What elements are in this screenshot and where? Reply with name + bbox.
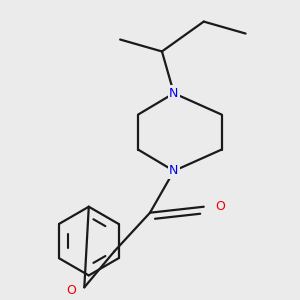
- Text: N: N: [169, 164, 178, 177]
- Text: O: O: [66, 284, 76, 297]
- Text: O: O: [215, 200, 225, 213]
- Text: N: N: [169, 87, 178, 100]
